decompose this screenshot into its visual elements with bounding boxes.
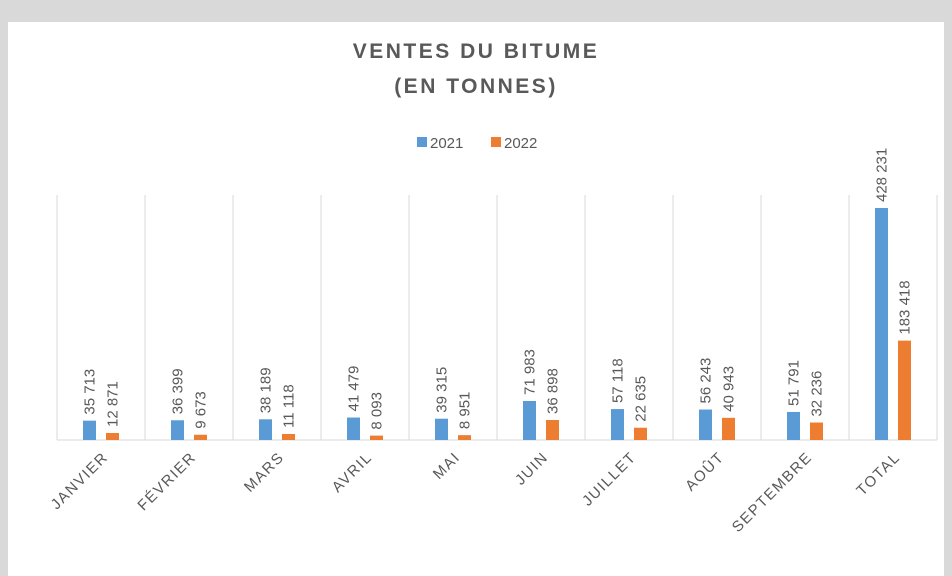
value-label: 32 236 — [809, 371, 826, 417]
bar — [875, 208, 888, 440]
bar — [722, 417, 735, 440]
bar — [106, 433, 119, 440]
legend-swatch — [491, 137, 501, 147]
bar — [523, 401, 536, 440]
legend-swatch — [417, 137, 427, 147]
legend-label: 2021 — [430, 135, 463, 152]
bar — [194, 434, 207, 440]
bar — [546, 420, 559, 440]
bar — [282, 433, 295, 440]
value-label: 38 189 — [258, 367, 275, 413]
value-label: 40 943 — [721, 366, 738, 412]
bar — [898, 340, 911, 440]
bar — [634, 427, 647, 440]
value-label: 183 418 — [897, 280, 914, 334]
bar — [787, 411, 800, 440]
bar — [458, 435, 471, 440]
bar — [171, 420, 184, 440]
value-label: 56 243 — [698, 358, 715, 404]
value-label: 8 951 — [457, 392, 474, 430]
value-label: 57 118 — [610, 358, 627, 403]
value-label: 9 673 — [193, 391, 210, 429]
value-label: 51 791 — [786, 360, 803, 406]
bar — [83, 420, 96, 440]
value-label: 8 093 — [369, 392, 386, 430]
value-label: 71 983 — [522, 349, 539, 395]
value-label: 35 713 — [82, 369, 99, 415]
bar — [259, 419, 272, 440]
value-label: 39 315 — [434, 367, 451, 413]
bar — [810, 422, 823, 440]
bar — [435, 418, 448, 440]
value-label: 41 479 — [346, 366, 363, 412]
chart-title: VENTES DU BITUME — [353, 40, 600, 63]
value-label: 36 399 — [170, 368, 187, 414]
bar — [347, 417, 360, 440]
value-label: 36 898 — [545, 368, 562, 414]
chart-area — [8, 22, 944, 576]
bar — [370, 435, 383, 440]
bar — [611, 409, 624, 440]
value-label: 12 871 — [105, 381, 122, 427]
value-label: 22 635 — [633, 376, 650, 422]
legend-label: 2022 — [504, 135, 537, 152]
value-label: 11 118 — [281, 384, 298, 428]
value-label: 428 231 — [874, 148, 891, 202]
bar — [699, 409, 712, 440]
chart-title: (EN TONNES) — [394, 75, 558, 98]
